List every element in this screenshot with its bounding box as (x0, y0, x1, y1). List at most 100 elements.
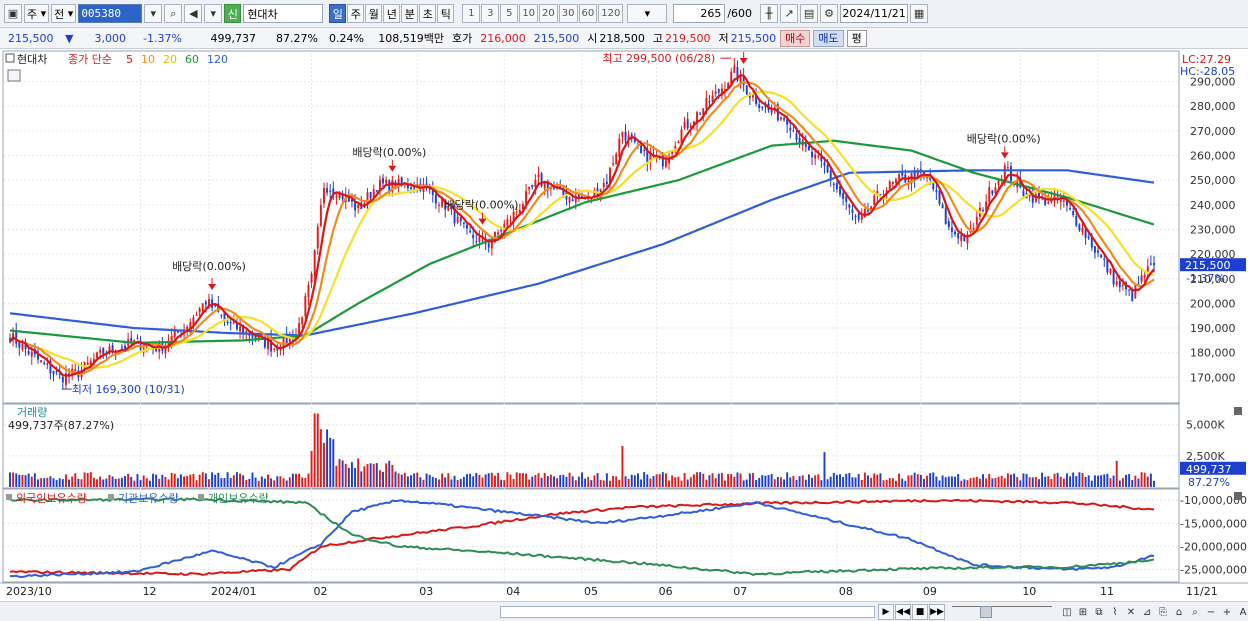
link-icon[interactable]: ⌇ (1112, 606, 1118, 618)
candle-body (15, 330, 18, 344)
close-icon[interactable] (1234, 492, 1242, 500)
date-input[interactable]: 2024/11/21 (840, 4, 909, 23)
chevron-down-icon[interactable]: ▾ (144, 4, 163, 23)
volume-bar (490, 472, 493, 487)
calendar-icon[interactable]: ▦ (910, 4, 929, 23)
candle-type-icon[interactable]: ╫ (760, 4, 779, 23)
volume-bar (413, 473, 416, 487)
volume-bar (832, 472, 835, 487)
volume-bar (680, 480, 683, 487)
stock-chart[interactable]: 최고 299,500 (06/28) 최저 169,300 (10/31) 배당락(… (0, 50, 1248, 601)
candle-body (1062, 200, 1065, 202)
count-input[interactable]: 265 (673, 4, 726, 23)
period-button-0[interactable]: 일 (329, 4, 347, 23)
zoom-icon[interactable]: ⌕ (1192, 606, 1198, 618)
period-button-3[interactable]: 년 (383, 4, 401, 23)
volume-bar (391, 464, 394, 487)
stop-icon[interactable]: ■ (912, 604, 928, 620)
search-icon[interactable]: ⌕ (164, 4, 183, 23)
new-badge: 신 (224, 4, 242, 23)
interval-button-120[interactable]: 120 (598, 4, 624, 23)
candle-body (646, 148, 649, 164)
compare-icon[interactable]: ⧉ (1095, 606, 1103, 618)
period-button-1[interactable]: 주 (347, 4, 365, 23)
candle (528, 186, 531, 195)
gear-icon[interactable]: ⚙ (820, 4, 839, 23)
candle (366, 187, 369, 210)
volume-bar (64, 474, 67, 487)
table-icon[interactable] (7, 69, 21, 82)
cross-icon[interactable]: ✕ (1126, 606, 1136, 618)
candle-body (400, 177, 403, 185)
volume-bar (316, 413, 319, 487)
average-button[interactable]: 평 (846, 29, 867, 47)
candle-body (55, 371, 58, 373)
horizontal-scrollbar[interactable] (500, 606, 875, 618)
period-button-4[interactable]: 분 (401, 4, 419, 23)
copy-icon[interactable]: ⎘ (1159, 606, 1167, 618)
price-axis-tick-label: 180,000 (1190, 347, 1236, 360)
volume-bar (506, 472, 509, 487)
ruler-icon[interactable]: ⊿ (1142, 606, 1152, 618)
volume-bar (204, 473, 207, 487)
interval-button-30[interactable]: 30 (558, 4, 578, 23)
volume-bar (450, 479, 453, 487)
candle-body (74, 369, 77, 371)
period-button-2[interactable]: 월 (365, 4, 383, 23)
play-icon[interactable]: ▶ (878, 604, 894, 620)
interval-button-1[interactable]: 1 (462, 4, 481, 23)
volume-bar (263, 478, 266, 487)
buy-button[interactable]: 매수 (780, 29, 811, 47)
sell-button[interactable]: 매도 (813, 29, 844, 47)
market-type-select[interactable]: 주 ▾ (24, 4, 50, 23)
candle-body (574, 195, 577, 203)
volume-bar (397, 473, 400, 487)
interval-dropdown[interactable]: ▾ (627, 4, 668, 23)
volume-bar (114, 478, 117, 487)
period-button-6[interactable]: 틱 (437, 4, 455, 23)
candle-body (1137, 283, 1140, 285)
stock-name-field[interactable]: 현대차 (243, 4, 324, 23)
candle-body (347, 194, 350, 202)
volume-bar (773, 479, 776, 487)
plus-icon[interactable]: + (1222, 606, 1232, 618)
volume-bar (142, 475, 145, 487)
chevron-down-icon[interactable]: ▾ (204, 4, 223, 23)
interval-button-60[interactable]: 60 (578, 4, 598, 23)
minus-icon[interactable]: − (1206, 606, 1216, 618)
grid-view-icon[interactable]: ⊞ (1078, 606, 1088, 618)
layout-icon[interactable]: ▣ (4, 4, 22, 23)
interval-button-5[interactable]: 5 (500, 4, 519, 23)
interval-button-10[interactable]: 10 (519, 4, 539, 23)
zoom-slider[interactable] (952, 606, 1052, 618)
close-icon[interactable] (1234, 407, 1242, 415)
volume-bar (1062, 478, 1065, 487)
split-view-icon[interactable]: ◫ (1062, 606, 1072, 618)
panel-toggle-icon[interactable] (5, 53, 15, 63)
interval-button-3[interactable]: 3 (481, 4, 500, 23)
speaker-icon[interactable]: ◀ (184, 4, 203, 23)
candle-body (301, 317, 304, 325)
volume-bar (1022, 473, 1025, 487)
candle-body (720, 88, 723, 96)
candle-body (661, 154, 664, 167)
prev-stock-button[interactable]: 전 ▾ (51, 4, 77, 23)
stock-code-input[interactable] (78, 4, 143, 23)
period-button-5[interactable]: 초 (419, 4, 437, 23)
save-icon[interactable]: ▤ (800, 4, 819, 23)
fast-forward-icon[interactable]: ▶▶ (929, 604, 945, 620)
candle-body (304, 296, 307, 317)
bottom-scroll-bar: ▶ ◀◀ ■ ▶▶ ◫ ⊞ ⧉ ⌇ ✕ ⊿ ⎘ ⌂ ⌕ − + A (0, 601, 1248, 621)
volume-panel-frame (2, 403, 1180, 489)
print-icon[interactable]: ⌂ (1175, 606, 1183, 618)
draw-tool-icon[interactable]: ↗ (780, 4, 799, 23)
volume-bar (462, 476, 465, 487)
font-size-icon[interactable]: A (1239, 606, 1247, 618)
zoom-slider-thumb[interactable] (980, 606, 992, 618)
rewind-icon[interactable]: ◀◀ (895, 604, 911, 620)
interval-button-20[interactable]: 20 (539, 4, 558, 23)
count-max-label: /600 (727, 7, 753, 20)
volume-bar (739, 473, 742, 487)
hc-label: HC:-28.05 (1180, 65, 1235, 78)
candle-body (1065, 200, 1068, 206)
